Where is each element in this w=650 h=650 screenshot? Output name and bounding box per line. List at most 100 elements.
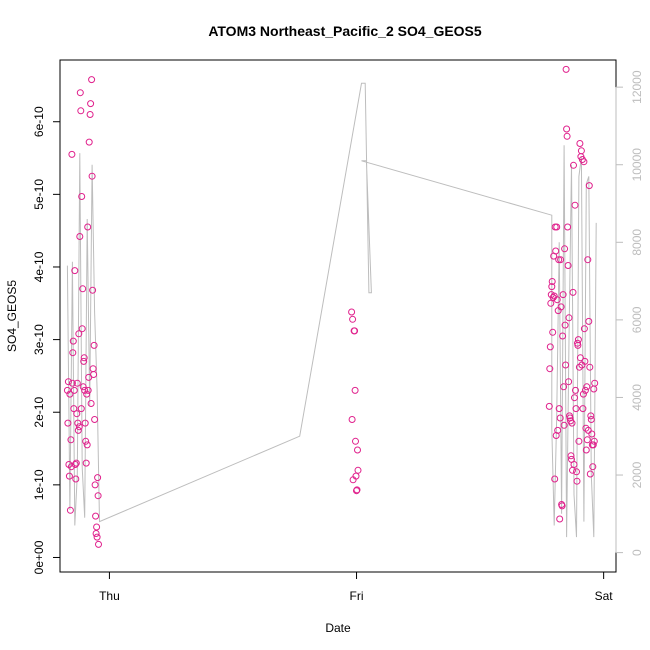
data-point bbox=[583, 383, 591, 391]
data-point bbox=[590, 385, 598, 393]
data-point bbox=[579, 405, 587, 413]
data-point bbox=[69, 337, 77, 345]
data-point bbox=[551, 475, 559, 483]
data-point bbox=[570, 461, 578, 468]
data-point bbox=[559, 291, 567, 299]
data-point bbox=[552, 432, 560, 439]
data-point bbox=[68, 379, 76, 387]
data-point bbox=[561, 321, 569, 329]
data-point bbox=[82, 437, 90, 445]
data-point bbox=[564, 223, 572, 231]
data-point bbox=[353, 486, 361, 494]
data-point bbox=[559, 332, 567, 340]
data-point bbox=[84, 386, 92, 394]
data-point bbox=[72, 459, 80, 467]
data-point bbox=[546, 343, 554, 351]
data-point bbox=[576, 140, 584, 147]
data-point bbox=[69, 349, 77, 357]
data-point bbox=[351, 386, 359, 394]
data-point bbox=[589, 441, 597, 449]
data-point bbox=[351, 327, 359, 335]
y-tick-label: 2e-10 bbox=[32, 397, 46, 428]
data-point bbox=[78, 193, 86, 200]
data-point bbox=[589, 463, 597, 471]
data-point bbox=[562, 65, 570, 73]
data-point bbox=[549, 328, 557, 336]
data-point bbox=[80, 357, 88, 365]
chart-title: ATOM3 Northeast_Pacific_2 SO4_GEOS5 bbox=[208, 23, 482, 39]
data-point bbox=[548, 278, 556, 285]
data-point bbox=[81, 386, 89, 394]
data-point bbox=[94, 474, 102, 482]
data-point bbox=[354, 446, 361, 454]
data-point bbox=[92, 512, 100, 520]
data-point bbox=[354, 466, 362, 474]
data-point bbox=[573, 468, 580, 476]
data-point bbox=[586, 470, 594, 478]
data-point bbox=[64, 419, 72, 427]
data-point bbox=[553, 223, 561, 231]
data-point bbox=[573, 477, 581, 485]
data-point bbox=[348, 308, 356, 316]
data-point bbox=[570, 161, 577, 169]
data-point bbox=[79, 285, 87, 293]
data-point bbox=[79, 383, 87, 391]
data-point bbox=[66, 506, 74, 514]
data-point bbox=[75, 330, 83, 338]
data-point bbox=[590, 437, 598, 445]
data-point bbox=[591, 379, 599, 387]
data-point bbox=[73, 410, 81, 418]
data-point bbox=[71, 267, 79, 275]
data-point bbox=[554, 426, 562, 434]
data-point bbox=[584, 256, 592, 264]
data-point bbox=[80, 354, 88, 362]
data-point bbox=[348, 416, 356, 423]
data-point bbox=[585, 317, 593, 325]
y-tick-label: 3e-10 bbox=[32, 324, 46, 355]
data-point bbox=[88, 76, 96, 84]
data-point bbox=[580, 325, 588, 333]
data-point bbox=[72, 475, 80, 483]
data-point bbox=[555, 256, 563, 264]
data-point bbox=[582, 446, 590, 454]
data-point bbox=[66, 390, 74, 398]
data-point bbox=[572, 405, 580, 413]
data-point bbox=[571, 394, 578, 402]
data-point bbox=[587, 416, 595, 423]
altitude-line bbox=[66, 82, 597, 538]
data-point bbox=[574, 336, 582, 344]
right-tick-label: 6000 bbox=[630, 306, 644, 333]
data-point bbox=[65, 472, 73, 480]
right-tick-label: 4000 bbox=[630, 384, 644, 411]
data-point bbox=[68, 150, 76, 158]
data-point bbox=[86, 111, 94, 118]
data-point bbox=[545, 402, 553, 410]
data-point bbox=[89, 286, 97, 294]
right-tick-label: 10000 bbox=[630, 148, 644, 182]
y-axis: 0e+00 1e-10 2e-10 3e-10 4e-10 5e-10 6e-10 bbox=[32, 106, 61, 574]
right-axis: 0 2000 4000 6000 8000 10000 12000 bbox=[615, 70, 644, 556]
x-axis: Thu Fri Sat bbox=[99, 571, 613, 603]
data-point bbox=[581, 357, 589, 365]
data-point bbox=[564, 262, 572, 269]
plot-frame bbox=[59, 59, 617, 573]
data-point bbox=[88, 172, 96, 180]
data-point bbox=[569, 466, 576, 474]
data-point bbox=[560, 421, 568, 429]
data-point bbox=[76, 233, 84, 240]
data-point bbox=[94, 492, 102, 500]
right-tick-label: 8000 bbox=[630, 229, 644, 256]
data-point bbox=[561, 245, 569, 253]
data-point bbox=[576, 354, 584, 362]
y-tick-label: 4e-10 bbox=[32, 251, 46, 282]
data-point bbox=[565, 314, 573, 322]
data-point bbox=[76, 89, 84, 97]
data-point bbox=[563, 132, 571, 140]
data-point bbox=[83, 390, 91, 398]
data-point bbox=[90, 341, 98, 349]
data-point bbox=[85, 138, 93, 146]
data-point bbox=[588, 430, 596, 438]
data-point bbox=[71, 461, 79, 468]
data-point bbox=[569, 288, 577, 296]
data-point bbox=[577, 147, 585, 155]
